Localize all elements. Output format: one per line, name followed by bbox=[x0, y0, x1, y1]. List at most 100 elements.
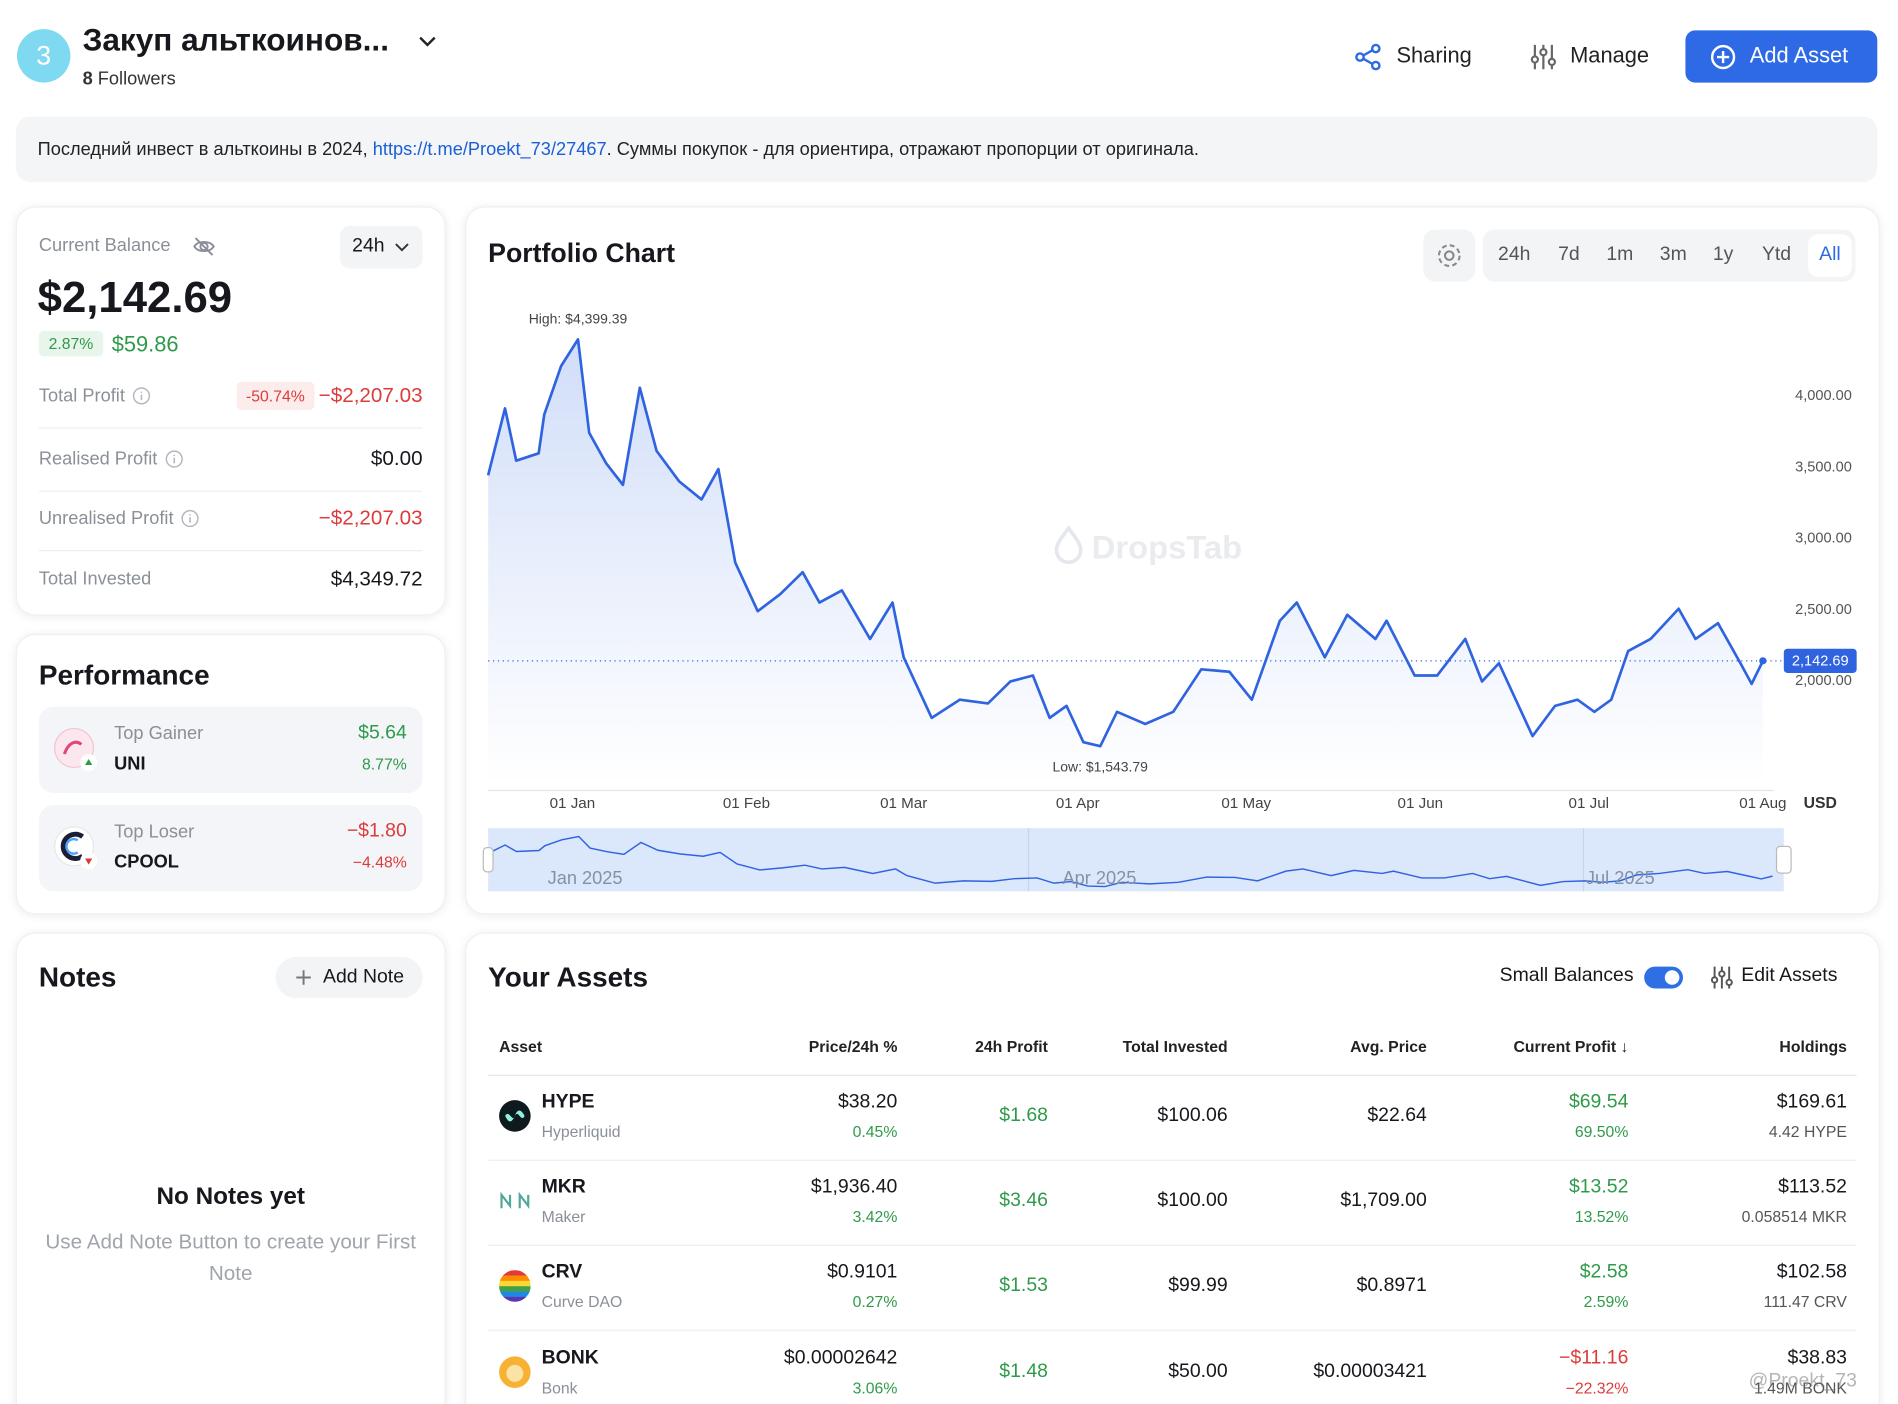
asset-icon bbox=[499, 1356, 531, 1388]
stat-value: $0.00 bbox=[370, 446, 423, 470]
cell-price: $0.9101 bbox=[827, 1261, 898, 1283]
loser-symbol: CPOOL bbox=[114, 851, 179, 873]
cell-profit-24h: $3.46 bbox=[999, 1190, 1048, 1211]
stat-label: Unrealised Profit bbox=[38, 508, 174, 529]
asset-name: Bonk bbox=[541, 1378, 578, 1398]
range-tab[interactable]: 1y bbox=[1713, 243, 1734, 265]
overlay-watermark: @Proekt_73 bbox=[1748, 1370, 1857, 1392]
cell-holdings: $113.52 bbox=[1778, 1176, 1847, 1198]
cell-invested: $50.00 bbox=[1168, 1361, 1228, 1382]
cell-change: 0.45% bbox=[852, 1122, 898, 1141]
cell-profit: $69.54 bbox=[1568, 1091, 1629, 1113]
x-tick-label: 01 Jul bbox=[1569, 795, 1609, 812]
navigator-handle[interactable] bbox=[482, 846, 494, 873]
line bbox=[486, 338, 1765, 748]
cell-profit-24h: $1.53 bbox=[999, 1275, 1048, 1296]
small-balances-toggle[interactable] bbox=[1644, 966, 1684, 989]
info-icon bbox=[165, 450, 183, 468]
sharing-icon[interactable] bbox=[1354, 43, 1383, 72]
icon-mark bbox=[500, 1191, 530, 1209]
asset-name: Curve DAO bbox=[541, 1292, 623, 1311]
followers-count: 8 bbox=[82, 68, 93, 90]
portfolio-chart: Portfolio Chart 24h 7d 1m 3m 1y Ytd All DropsTa… bbox=[482, 229, 1857, 892]
navigator-handle[interactable] bbox=[1775, 845, 1792, 874]
icon-band bbox=[499, 1296, 531, 1303]
row-divider bbox=[38, 550, 423, 552]
add-note-button[interactable]: Add Note bbox=[275, 956, 423, 999]
current-label: 2,142.69 bbox=[1792, 653, 1849, 669]
chart-watermark: DropsTab bbox=[1092, 529, 1242, 566]
range-tab[interactable]: 24h bbox=[1498, 243, 1530, 265]
avatar: 3 bbox=[17, 29, 71, 83]
settings-button[interactable] bbox=[1423, 229, 1476, 282]
cell-profit-pct: −22.32% bbox=[1565, 1378, 1629, 1398]
add-asset-label: Add Asset bbox=[1749, 43, 1849, 68]
range-tab[interactable]: 1m bbox=[1606, 243, 1633, 265]
add-asset-button[interactable]: Add Asset bbox=[1685, 30, 1878, 83]
asset-symbol: HYPE bbox=[541, 1091, 595, 1113]
manage-button[interactable]: Manage bbox=[1570, 43, 1650, 68]
header-divider bbox=[488, 1074, 1857, 1076]
asset-name: Hyperliquid bbox=[541, 1122, 621, 1141]
navigator-label: Jan 2025 bbox=[548, 868, 623, 888]
stat-label: Total Invested bbox=[38, 568, 152, 590]
followers[interactable]: 8 Followers bbox=[83, 69, 176, 90]
stat-label-group: Total Invested bbox=[39, 569, 151, 590]
range-tab[interactable]: 3m bbox=[1660, 243, 1687, 265]
row-divider bbox=[488, 1329, 1857, 1331]
loser-label: Top Loser bbox=[114, 821, 195, 843]
notes-title: Notes bbox=[38, 961, 117, 993]
icon-mark bbox=[505, 1110, 525, 1122]
stat-label: Total Profit bbox=[38, 385, 125, 407]
icon-band bbox=[499, 1270, 531, 1276]
description-link[interactable]: https://t.me/Proekt_73/27467 bbox=[372, 139, 607, 160]
cell-price: $1,936.40 bbox=[810, 1176, 898, 1198]
column-header: Price/24h % bbox=[808, 1037, 898, 1056]
range-tab[interactable]: 7d bbox=[1558, 243, 1580, 265]
top-gainer[interactable]: Top Gainer UNI $5.64 8.77% bbox=[38, 706, 423, 793]
cell-avg-price: $1,709.00 bbox=[1340, 1190, 1427, 1211]
period-dropdown[interactable]: 24h bbox=[340, 225, 423, 269]
x-tick-label: 01 Jan bbox=[550, 795, 596, 812]
edit-assets-button[interactable]: Edit Assets bbox=[1741, 965, 1838, 987]
stat-value: $4,349.72 bbox=[330, 567, 423, 591]
range-tab[interactable]: Ytd bbox=[1762, 243, 1791, 265]
high-annotation: High: $4,399.39 bbox=[529, 311, 628, 327]
notes-empty-title: No Notes yet bbox=[156, 1183, 305, 1211]
cell-change: 0.27% bbox=[852, 1292, 898, 1311]
row-divider bbox=[38, 490, 423, 492]
cell-avg-price: $0.8971 bbox=[1356, 1275, 1427, 1296]
portfolio-title[interactable]: Закуп альткоинов... bbox=[82, 21, 389, 58]
description-text: Последний инвест в альткоины в 2024, bbox=[37, 139, 373, 160]
edit-icon[interactable] bbox=[1710, 965, 1734, 989]
info-circle bbox=[181, 509, 199, 528]
info-icon bbox=[181, 509, 199, 528]
icon-band bbox=[499, 1275, 531, 1282]
y-tick-label: 3,500.00 bbox=[1795, 459, 1852, 475]
area-fill bbox=[488, 339, 1763, 785]
sharing-button[interactable]: Sharing bbox=[1396, 43, 1472, 68]
cell-holdings: $38.83 bbox=[1787, 1347, 1847, 1369]
cell-quantity: 1.49M BONK bbox=[1753, 1378, 1847, 1398]
range-tab[interactable]: All bbox=[1819, 243, 1841, 265]
add-icon bbox=[1710, 44, 1736, 70]
stat-label-group: Unrealised Profit bbox=[39, 508, 199, 529]
y-tick-label: 4,000.00 bbox=[1795, 388, 1852, 404]
navigator-label: Apr 2025 bbox=[1063, 868, 1137, 888]
top-loser[interactable]: Top Loser CPOOL −$1.80 −4.48% bbox=[38, 805, 423, 892]
chevron bbox=[395, 243, 409, 252]
column-header: 24h Profit bbox=[975, 1037, 1048, 1056]
row-divider bbox=[488, 1244, 1857, 1246]
gainer-value: $5.64 bbox=[358, 722, 407, 744]
asset-symbol: MKR bbox=[541, 1176, 586, 1198]
hide-icon[interactable] bbox=[192, 234, 216, 258]
manage-icon[interactable] bbox=[1530, 43, 1557, 72]
assets-card: Your Assets Small Balances Edit Assets A… bbox=[465, 932, 1880, 1404]
cell-price: $38.20 bbox=[837, 1091, 898, 1113]
title-chevron[interactable] bbox=[417, 32, 439, 51]
asset-symbol: BONK bbox=[541, 1347, 599, 1369]
plus-icon bbox=[296, 970, 311, 985]
cell-profit-24h: $1.48 bbox=[999, 1361, 1048, 1382]
assets-title: Your Assets bbox=[488, 961, 649, 993]
